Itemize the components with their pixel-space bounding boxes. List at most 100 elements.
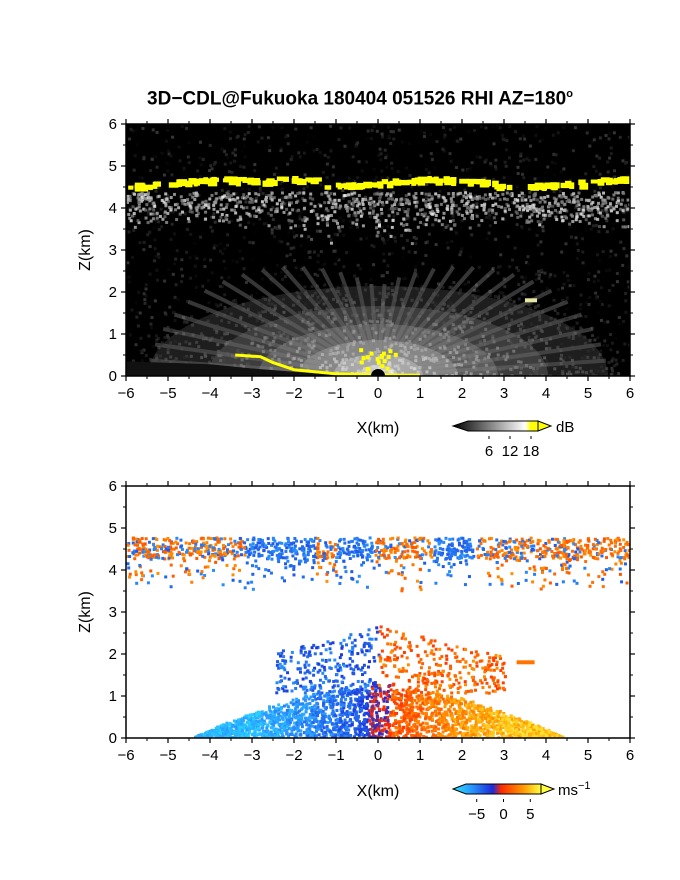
noise-pixel [174,331,178,335]
velocity-pixel [291,714,295,718]
reflectivity-colorbar-unit: dB [556,419,574,436]
cloud-pixel [621,198,625,202]
noise-pixel [404,166,408,170]
cloud-pixel [528,204,532,208]
noise-pixel [212,162,216,166]
cloud-pixel [128,194,132,198]
fan-ray [376,271,418,376]
noise-pixel [250,127,254,131]
noise-pixel [443,128,447,132]
velocity-pixel [462,712,466,716]
fan-pixel [364,282,368,286]
velocity-pixel [330,701,334,705]
velocity-pixel [304,719,308,723]
fan-pixel [540,362,544,366]
cloud-pixel [439,202,443,206]
velocity-pixel [261,724,265,728]
velocity-pixel [315,729,319,733]
velocity-pixel [305,728,309,732]
noise-pixel [282,342,286,346]
fan-pixel [441,355,445,359]
noise-pixel [262,266,266,270]
cloud-pixel [377,220,381,224]
noise-pixel [491,334,495,338]
cloud-pixel [239,205,243,209]
fan-pixel [223,332,227,336]
fan-pixel [381,298,385,302]
fan-pixel [441,307,445,311]
cloud-pixel [538,223,542,227]
fan-pixel [345,304,349,308]
noise-pixel [527,335,531,339]
cloud-top-echo [433,176,439,184]
noise-pixel [411,286,415,290]
cloud-pixel [361,224,365,228]
cloud-pixel [601,202,605,206]
fan-pixel [586,355,590,359]
cloud-pixel [310,237,314,241]
noise-pixel [181,169,185,173]
fan-pixel [561,372,565,376]
cloud-pixel [424,199,428,203]
velocity-pixel [488,711,492,715]
fan-pixel [213,327,217,331]
noise-pixel [444,220,448,224]
noise-pixel [605,210,609,214]
noise-pixel [324,297,328,301]
velocity-pixel [263,722,267,726]
fan-pixel [565,316,569,320]
velocity-pixel [379,717,383,721]
fan-pixel [578,366,582,370]
noise-pixel [560,320,564,324]
noise-pixel [605,219,609,223]
noise-pixel [157,179,161,183]
cloud-pixel [586,207,590,211]
velocity-pixel [385,693,389,697]
velocity-pixel [320,729,324,733]
fan-pixel [267,298,271,302]
noise-pixel [439,317,443,321]
noise-pixel [383,148,387,152]
cloud-pixel [571,220,575,224]
noise-pixel [354,315,358,319]
noise-pixel [586,278,590,282]
noise-pixel [343,300,347,304]
cloud-pixel [269,193,273,197]
noise-pixel [584,172,588,176]
noise-pixel [497,296,501,300]
noise-pixel [598,352,602,356]
noise-pixel [169,341,173,345]
cloud-pixel [610,209,614,213]
velocity-pixel [496,731,500,735]
fan-pixel [418,365,422,369]
cloud-pixel [542,217,546,221]
velocity-pixel [474,717,478,721]
noise-pixel [618,135,622,139]
velocity-pixel [331,735,335,738]
noise-pixel [129,127,133,131]
fan-pixel [368,319,372,323]
velocity-pixel [451,698,455,702]
velocity-pixel [386,710,390,714]
cloud-pixel [177,206,181,210]
velocity-pixel [294,708,298,712]
cloud-pixel [192,191,196,195]
noise-pixel [511,201,515,205]
velocity-pixel [497,716,501,720]
velocity-pixel [254,711,258,715]
noise-pixel [514,345,518,349]
noise-pixel [238,249,242,253]
noise-pixel [598,172,602,176]
noise-pixel [397,202,401,206]
noise-pixel [424,168,428,172]
cloud-pixel [350,192,354,196]
noise-pixel [377,153,381,157]
noise-pixel [349,194,353,198]
noise-pixel [171,210,175,214]
noise-pixel [338,229,342,233]
cloud-pixel [275,207,279,211]
noise-pixel [234,323,238,327]
cloud-pixel [543,200,547,204]
noise-pixel [144,294,148,298]
